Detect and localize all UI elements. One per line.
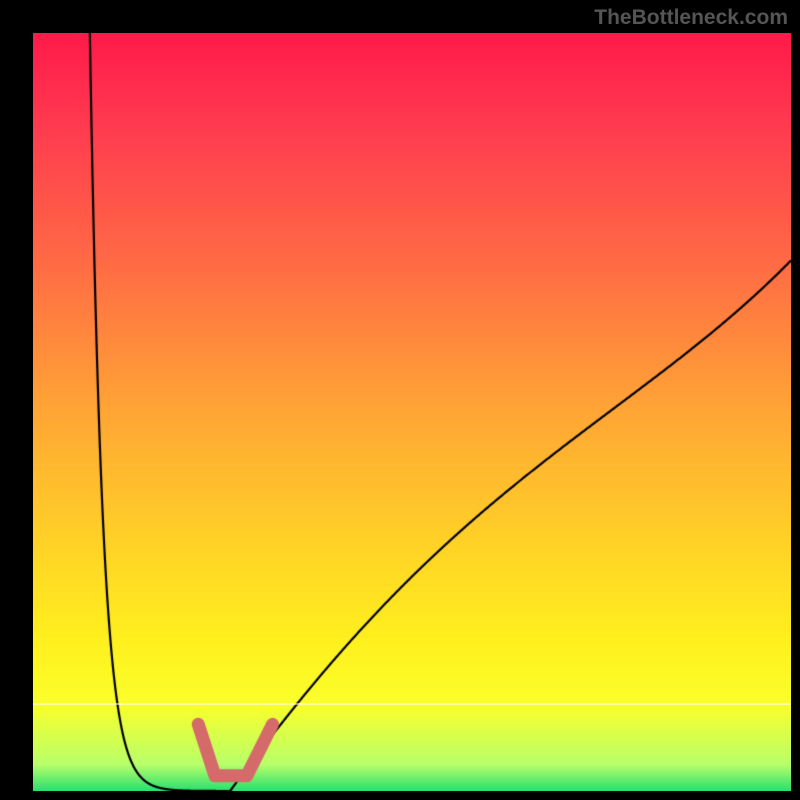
y-reference-line	[33, 703, 791, 705]
bottleneck-curve-plot	[33, 33, 791, 791]
watermark-text: TheBottleneck.com	[594, 6, 788, 30]
plot-frame	[33, 33, 791, 791]
